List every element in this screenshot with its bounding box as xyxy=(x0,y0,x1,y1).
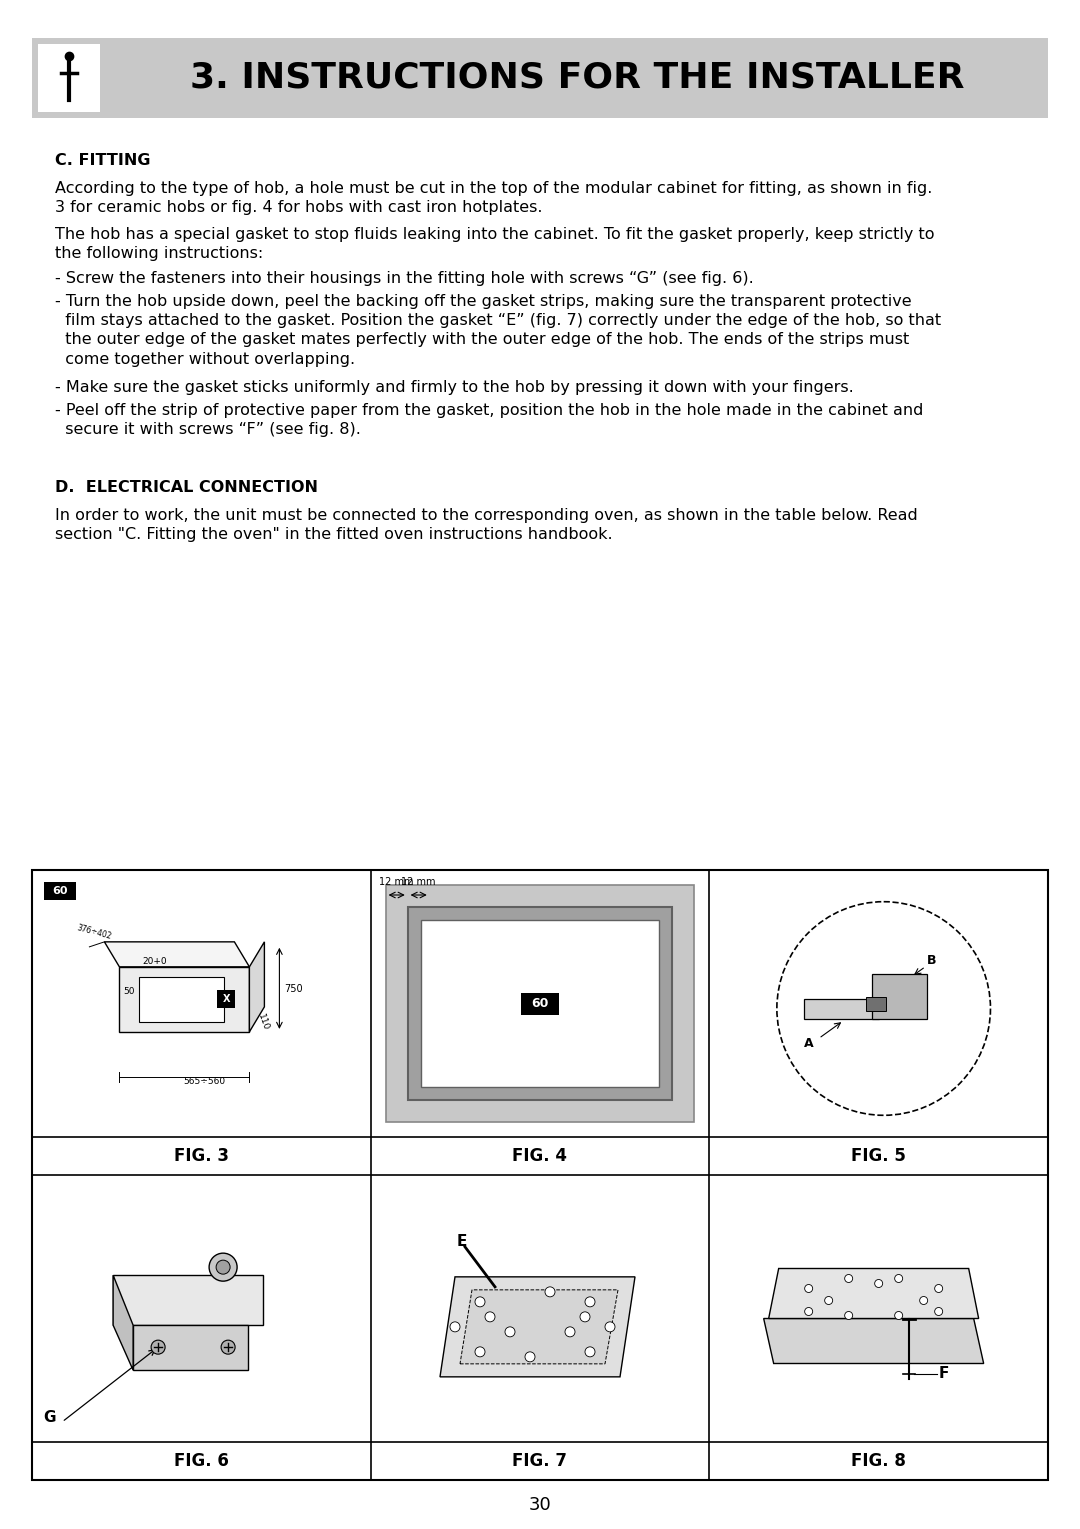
Circle shape xyxy=(825,1297,833,1304)
Bar xyxy=(521,992,559,1015)
Text: FIG. 8: FIG. 8 xyxy=(851,1453,906,1469)
Text: FIG. 6: FIG. 6 xyxy=(174,1453,229,1469)
Text: 750: 750 xyxy=(284,983,303,994)
Polygon shape xyxy=(113,1275,133,1370)
Text: D.  ELECTRICAL CONNECTION: D. ELECTRICAL CONNECTION xyxy=(55,480,318,495)
Text: - Peel off the strip of protective paper from the gasket, position the hob in th: - Peel off the strip of protective paper… xyxy=(55,404,923,437)
Text: 12 mm: 12 mm xyxy=(379,878,414,887)
Polygon shape xyxy=(105,942,249,966)
Circle shape xyxy=(475,1347,485,1356)
Circle shape xyxy=(210,1254,238,1281)
Text: FIG. 3: FIG. 3 xyxy=(174,1147,229,1165)
Text: 565÷560: 565÷560 xyxy=(184,1078,226,1086)
Circle shape xyxy=(894,1312,903,1320)
Text: In order to work, the unit must be connected to the corresponding oven, as shown: In order to work, the unit must be conne… xyxy=(55,508,918,543)
Text: FIG. 7: FIG. 7 xyxy=(513,1453,567,1469)
Bar xyxy=(44,882,76,901)
Circle shape xyxy=(525,1352,535,1362)
Text: 3. INSTRUCTIONS FOR THE INSTALLER: 3. INSTRUCTIONS FOR THE INSTALLER xyxy=(190,61,964,95)
Circle shape xyxy=(585,1347,595,1356)
Bar xyxy=(386,885,694,1122)
Text: 110: 110 xyxy=(256,1012,271,1032)
Circle shape xyxy=(585,1297,595,1307)
Bar xyxy=(872,974,927,1018)
Text: F: F xyxy=(939,1365,949,1381)
Text: 12 mm: 12 mm xyxy=(402,878,436,887)
Polygon shape xyxy=(440,1277,635,1376)
Circle shape xyxy=(934,1284,943,1292)
Text: A: A xyxy=(804,1037,813,1050)
Bar xyxy=(32,870,1048,1480)
Bar xyxy=(421,920,659,1087)
Circle shape xyxy=(894,1275,903,1283)
Polygon shape xyxy=(764,1318,984,1364)
Text: 30: 30 xyxy=(528,1495,552,1514)
Circle shape xyxy=(580,1312,590,1323)
Circle shape xyxy=(565,1327,575,1336)
Text: - Turn the hob upside down, peel the backing off the gasket strips, making sure : - Turn the hob upside down, peel the bac… xyxy=(55,294,941,367)
Text: - Screw the fasteners into their housings in the fitting hole with screws “G” (s: - Screw the fasteners into their housing… xyxy=(55,271,754,286)
Text: 60: 60 xyxy=(52,885,68,896)
Polygon shape xyxy=(113,1275,264,1326)
Circle shape xyxy=(475,1297,485,1307)
Polygon shape xyxy=(120,966,249,1032)
Text: 60: 60 xyxy=(531,997,549,1011)
Text: - Make sure the gasket sticks uniformly and firmly to the hob by pressing it dow: - Make sure the gasket sticks uniformly … xyxy=(55,381,854,394)
Bar xyxy=(32,38,1048,118)
Bar xyxy=(804,998,879,1018)
Text: 20+0: 20+0 xyxy=(143,957,166,966)
Text: G: G xyxy=(44,1410,56,1425)
Circle shape xyxy=(920,1297,928,1304)
Text: 50: 50 xyxy=(123,988,135,997)
Text: FIG. 5: FIG. 5 xyxy=(851,1147,906,1165)
Circle shape xyxy=(805,1307,812,1315)
Text: B: B xyxy=(927,954,936,966)
Text: The hob has a special gasket to stop fluids leaking into the cabinet. To fit the: The hob has a special gasket to stop flu… xyxy=(55,226,934,261)
Circle shape xyxy=(485,1312,495,1323)
Circle shape xyxy=(450,1323,460,1332)
Text: E: E xyxy=(457,1234,468,1249)
Polygon shape xyxy=(249,942,265,1032)
Circle shape xyxy=(151,1339,165,1355)
Circle shape xyxy=(845,1275,853,1283)
Circle shape xyxy=(605,1323,615,1332)
Text: 376÷402: 376÷402 xyxy=(76,924,112,940)
Circle shape xyxy=(934,1307,943,1315)
Circle shape xyxy=(875,1280,882,1287)
Polygon shape xyxy=(133,1326,248,1370)
Polygon shape xyxy=(460,1290,618,1364)
Circle shape xyxy=(221,1339,235,1355)
Text: C. FITTING: C. FITTING xyxy=(55,153,150,168)
Circle shape xyxy=(805,1284,812,1292)
Text: FIG. 4: FIG. 4 xyxy=(513,1147,567,1165)
Circle shape xyxy=(845,1312,853,1320)
Circle shape xyxy=(216,1260,230,1274)
Polygon shape xyxy=(139,977,225,1021)
Bar xyxy=(38,44,100,112)
Circle shape xyxy=(505,1327,515,1336)
Circle shape xyxy=(545,1287,555,1297)
Text: X: X xyxy=(222,994,230,1005)
Bar xyxy=(407,907,673,1099)
Bar xyxy=(866,997,886,1011)
Text: According to the type of hob, a hole must be cut in the top of the modular cabin: According to the type of hob, a hole mus… xyxy=(55,180,932,216)
Polygon shape xyxy=(769,1269,978,1318)
Bar xyxy=(217,989,235,1008)
